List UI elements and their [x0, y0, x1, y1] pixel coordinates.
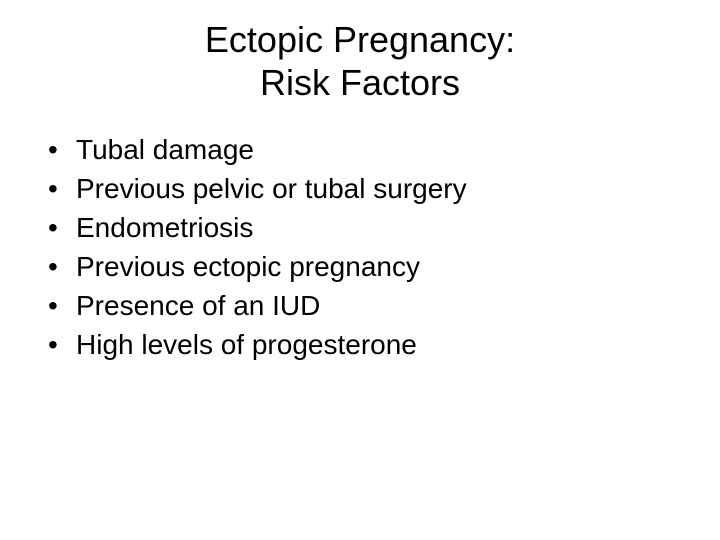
slide: Ectopic Pregnancy: Risk Factors Tubal da…	[0, 0, 720, 540]
list-item: Tubal damage	[48, 132, 720, 167]
title-line-2: Risk Factors	[260, 62, 460, 103]
title-line-1: Ectopic Pregnancy:	[205, 19, 515, 60]
slide-title: Ectopic Pregnancy: Risk Factors	[0, 18, 720, 104]
list-item: Previous pelvic or tubal surgery	[48, 171, 720, 206]
list-item: Presence of an IUD	[48, 288, 720, 323]
list-item: Previous ectopic pregnancy	[48, 249, 720, 284]
list-item: High levels of progesterone	[48, 327, 720, 362]
list-item: Endometriosis	[48, 210, 720, 245]
bullet-list: Tubal damage Previous pelvic or tubal su…	[0, 132, 720, 362]
